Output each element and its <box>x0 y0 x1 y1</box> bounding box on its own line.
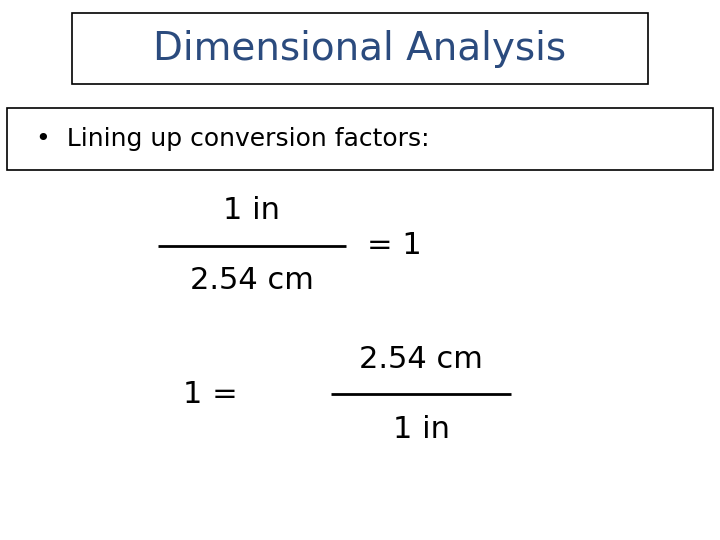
Text: 2.54 cm: 2.54 cm <box>359 345 483 374</box>
Bar <box>7 108 713 170</box>
Text: 2.54 cm: 2.54 cm <box>190 266 314 295</box>
Bar <box>72 14 648 84</box>
Text: = 1: = 1 <box>367 231 422 260</box>
Text: 1 in: 1 in <box>392 415 450 444</box>
Text: Dimensional Analysis: Dimensional Analysis <box>153 30 567 68</box>
Text: •  Lining up conversion factors:: • Lining up conversion factors: <box>36 127 430 151</box>
Text: 1 =: 1 = <box>183 380 238 409</box>
Text: 1 in: 1 in <box>223 196 281 225</box>
